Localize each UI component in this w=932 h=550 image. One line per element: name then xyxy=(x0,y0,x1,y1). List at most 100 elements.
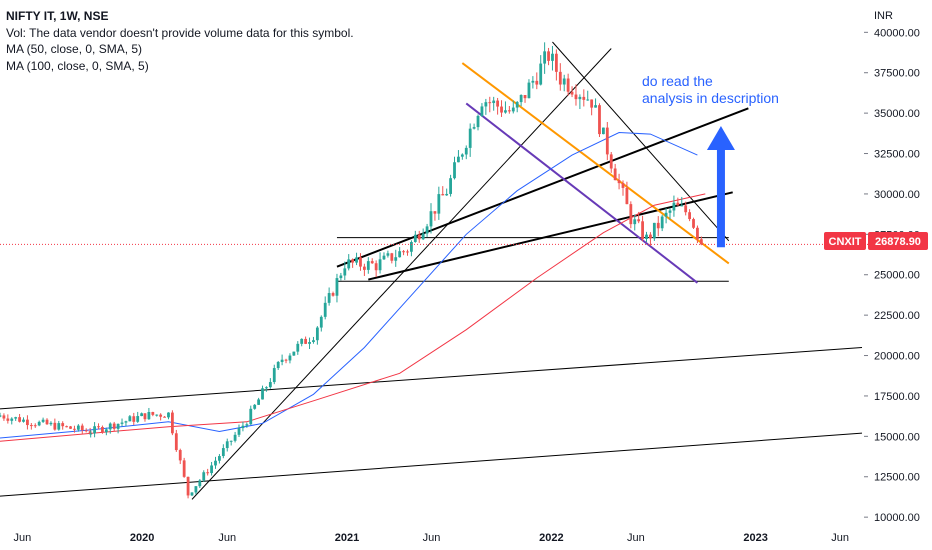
candle xyxy=(668,207,672,220)
candle-body xyxy=(343,268,347,276)
candle-body xyxy=(253,404,257,409)
candle xyxy=(484,98,488,115)
candle xyxy=(656,216,660,237)
candle xyxy=(590,99,594,116)
candle-body xyxy=(186,476,190,496)
candle-body xyxy=(602,127,605,135)
trendlines xyxy=(0,41,863,500)
candle-body xyxy=(421,233,425,240)
candle xyxy=(327,287,331,306)
x-axis: Jun 2020 Jun 2021 Jun 2022 Jun 2023 Jun xyxy=(14,532,850,544)
candle xyxy=(453,156,456,180)
candle-body xyxy=(280,359,284,362)
candle xyxy=(97,423,100,430)
trendline-3 xyxy=(552,41,730,242)
candle xyxy=(402,250,405,256)
candle xyxy=(421,228,425,241)
candle-body xyxy=(672,202,676,211)
candle xyxy=(73,425,76,433)
candle xyxy=(53,418,57,431)
candle-body xyxy=(566,78,570,92)
candle xyxy=(241,421,245,432)
candle xyxy=(343,261,347,280)
candle-body xyxy=(476,115,480,128)
legend-ma100[interactable]: MA (100, close, 0, SMA, 5) xyxy=(6,58,149,73)
y-tick-label: 40000.00 xyxy=(874,27,920,39)
candle-body xyxy=(312,340,315,343)
candle-body xyxy=(53,422,57,430)
candle xyxy=(441,186,445,196)
candle-body xyxy=(390,253,394,261)
candle xyxy=(280,354,284,366)
candle-body xyxy=(155,414,159,416)
chart-legend: NIFTY IT, 1W, NSE Vol: The data vendor d… xyxy=(6,8,354,74)
candle-body xyxy=(65,426,69,428)
candle xyxy=(159,413,163,421)
candle-body xyxy=(519,94,523,103)
candle xyxy=(339,272,343,281)
candle xyxy=(460,153,464,160)
candle xyxy=(300,338,304,347)
candle xyxy=(370,258,374,264)
candle xyxy=(69,425,72,429)
candle xyxy=(89,430,93,438)
candle-body xyxy=(300,338,304,344)
candle xyxy=(296,341,300,355)
candle xyxy=(265,386,268,392)
candle xyxy=(190,492,194,497)
candle-body xyxy=(276,361,280,369)
candle xyxy=(696,225,699,244)
candle-body xyxy=(80,425,84,431)
candle xyxy=(288,353,292,364)
candle-body xyxy=(225,441,229,449)
candle-body xyxy=(547,51,550,61)
candle-body xyxy=(124,421,128,423)
legend-volume[interactable]: Vol: The data vendor doesn't provide vol… xyxy=(6,25,354,40)
candle-body xyxy=(69,426,72,429)
legend-ma50[interactable]: MA (50, close, 0, SMA, 5) xyxy=(6,42,143,56)
candle xyxy=(602,127,605,135)
candle-body xyxy=(410,242,413,252)
candle-body xyxy=(523,94,527,99)
candle-body xyxy=(582,96,586,100)
candle xyxy=(382,252,386,260)
candle-body xyxy=(437,194,441,214)
candle-body xyxy=(617,180,621,184)
candle-body xyxy=(406,251,409,253)
legend-symbol[interactable]: NIFTY IT, 1W, NSE xyxy=(6,9,109,23)
candle xyxy=(84,428,88,433)
candle xyxy=(417,230,421,243)
candle-body xyxy=(93,426,96,434)
candle-body xyxy=(676,202,680,206)
candle xyxy=(574,84,578,106)
candle xyxy=(649,232,652,246)
candle-body xyxy=(562,78,566,85)
candle-body xyxy=(500,106,503,113)
y-tick-label: 37500.00 xyxy=(874,68,920,80)
y-tick-label: 35000.00 xyxy=(874,108,920,120)
price-tag-value: 26878.90 xyxy=(875,236,921,248)
candle xyxy=(276,360,280,370)
candle-body xyxy=(688,212,691,220)
candle-body xyxy=(76,425,80,430)
candle-body xyxy=(480,106,484,116)
candle-body xyxy=(382,255,386,260)
candle-body xyxy=(453,162,456,179)
candle xyxy=(65,425,69,428)
candle-body xyxy=(140,413,144,417)
candle xyxy=(664,208,668,224)
candle-body xyxy=(10,418,14,421)
candle-body xyxy=(33,425,37,427)
candle-body xyxy=(128,416,132,422)
candle-body xyxy=(315,327,319,341)
candle xyxy=(504,101,507,114)
trendline-1 xyxy=(0,432,863,497)
candle xyxy=(347,254,351,271)
candle xyxy=(26,415,29,430)
candle-body xyxy=(241,425,245,429)
candle-body xyxy=(554,53,558,72)
candle xyxy=(120,418,124,427)
candle xyxy=(472,123,476,130)
